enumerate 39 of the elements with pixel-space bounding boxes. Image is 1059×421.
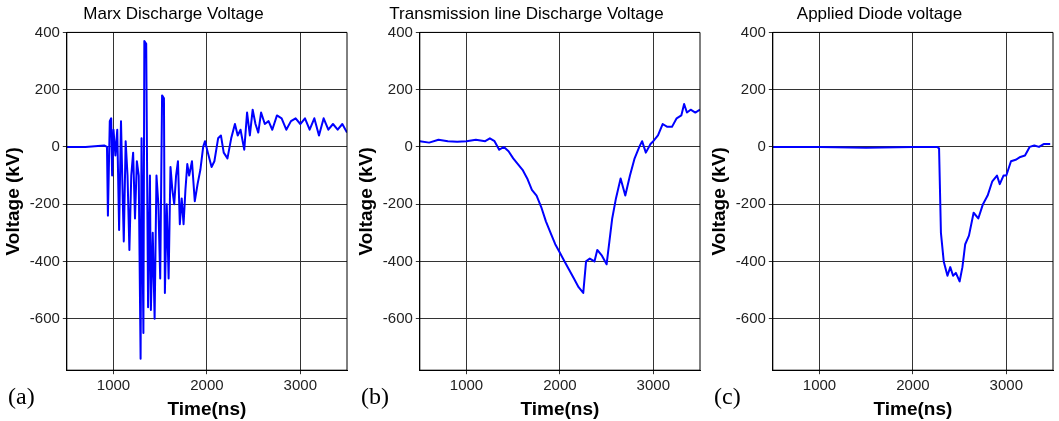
x-tick-label: 3000 — [636, 376, 670, 394]
text: (c) — [714, 383, 741, 410]
y-tick-label: -600 — [29, 308, 60, 326]
x-tick-label: 2000 — [543, 376, 577, 394]
y-tick-label: 400 — [387, 22, 413, 40]
y-tick-label: 200 — [34, 79, 60, 97]
x-tick-label: 2000 — [896, 376, 930, 394]
x-tick-label: 1000 — [449, 376, 484, 394]
y-tick-label: -400 — [29, 251, 60, 269]
x-axis-title: Time(ns) — [873, 397, 953, 419]
y-axis-title: Voltage (kV) — [354, 147, 376, 256]
text: (b) — [361, 383, 389, 410]
y-tick-label: 0 — [757, 137, 766, 155]
x-tick-label: 3000 — [283, 376, 317, 394]
y-tick-label: 0 — [51, 137, 60, 155]
x-axis-title: Time(ns) — [520, 397, 600, 419]
y-tick-label: 0 — [404, 137, 413, 155]
y-axis-title: Voltage (kV) — [1, 147, 23, 256]
x-tick-label: 1000 — [802, 376, 837, 394]
y-tick-label: 400 — [34, 22, 60, 40]
x-tick-label: 1000 — [96, 376, 131, 394]
y-tick-label: -600 — [735, 308, 766, 326]
text: (a) — [8, 383, 35, 410]
y-tick-label: -400 — [382, 251, 413, 269]
x-tick-label: 3000 — [989, 376, 1023, 394]
y-tick-label: -200 — [735, 194, 766, 212]
y-tick-label: -600 — [382, 308, 413, 326]
chart-title: Applied Diode voltage — [796, 3, 963, 23]
chart-title: Transmission line Discharge Voltage — [389, 3, 664, 23]
y-tick-label: -200 — [382, 194, 413, 212]
y-axis-title: Voltage (kV) — [707, 147, 729, 256]
y-tick-label: 200 — [387, 79, 413, 97]
y-tick-label: -200 — [29, 194, 60, 212]
y-tick-label: 200 — [740, 79, 766, 97]
y-tick-label: -400 — [735, 251, 766, 269]
x-axis-title: Time(ns) — [167, 397, 247, 419]
chart-title: Marx Discharge Voltage — [83, 3, 264, 23]
y-tick-label: 400 — [740, 22, 766, 40]
x-tick-label: 2000 — [190, 376, 224, 394]
